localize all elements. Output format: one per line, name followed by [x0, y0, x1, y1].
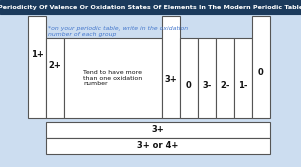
Bar — [46, 38, 64, 118]
Bar — [64, 38, 162, 118]
Bar — [28, 16, 46, 118]
Text: 0: 0 — [186, 81, 192, 91]
Text: 3+ or 4+: 3+ or 4+ — [137, 141, 179, 150]
Bar — [234, 38, 252, 118]
Text: 0: 0 — [258, 68, 264, 77]
Text: Periodicity Of Valence Or Oxidation States Of Elements In The Modern Periodic Ta: Periodicity Of Valence Or Oxidation Stat… — [0, 5, 301, 10]
Bar — [216, 38, 234, 118]
Text: 1-: 1- — [238, 81, 248, 91]
Text: 2-: 2- — [220, 81, 230, 91]
Bar — [162, 16, 180, 118]
Text: 1+: 1+ — [31, 50, 43, 59]
Text: Tend to have more
than one oxidation
number: Tend to have more than one oxidation num… — [83, 70, 143, 86]
Bar — [0, 0, 301, 14]
Text: 3-: 3- — [202, 81, 212, 91]
Text: 3+: 3+ — [152, 125, 164, 134]
Text: 3+: 3+ — [165, 75, 177, 84]
Text: *on your periodic table, write in the oxidation
number of each group: *on your periodic table, write in the ox… — [48, 26, 188, 37]
Bar — [198, 38, 216, 118]
Bar — [180, 38, 198, 118]
Text: 2+: 2+ — [48, 61, 61, 70]
Bar — [46, 122, 270, 138]
Bar — [46, 138, 270, 154]
Bar — [252, 16, 270, 118]
